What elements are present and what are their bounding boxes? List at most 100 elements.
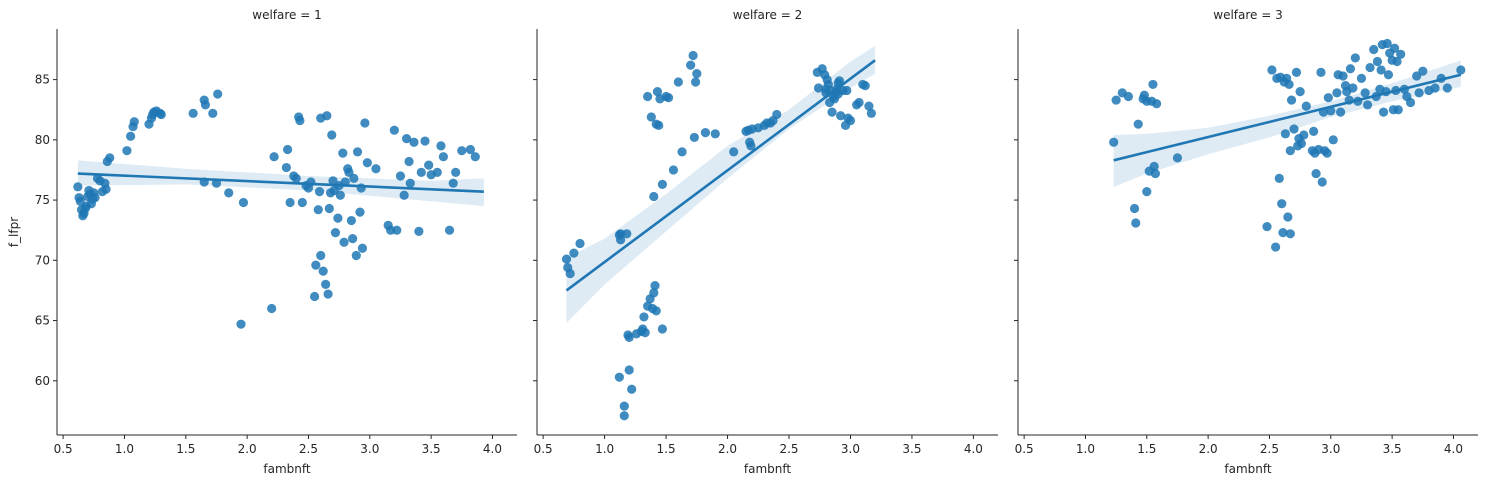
data-point <box>643 91 653 102</box>
data-point <box>236 319 246 329</box>
data-point <box>854 97 864 108</box>
data-point <box>1286 95 1297 105</box>
data-point <box>156 109 166 120</box>
data-point <box>1338 71 1348 81</box>
data-point <box>1389 43 1400 53</box>
data-point <box>677 147 687 157</box>
data-point <box>1317 177 1327 187</box>
data-point <box>646 112 656 122</box>
data-point <box>673 77 683 87</box>
y-tick-label: 70 <box>35 253 50 267</box>
data-point <box>1285 229 1295 239</box>
x-tick-label: 1.0 <box>1076 442 1095 456</box>
data-point <box>1142 187 1152 197</box>
data-point <box>101 184 111 194</box>
regression-layer <box>77 172 484 193</box>
regression-line <box>77 172 484 193</box>
data-point <box>772 109 782 120</box>
data-point <box>729 147 739 157</box>
y-tick-label: 75 <box>35 193 50 207</box>
regression-line <box>1113 73 1462 162</box>
data-point <box>311 260 321 270</box>
data-point <box>90 193 100 203</box>
data-point <box>409 137 419 147</box>
data-point <box>310 291 320 302</box>
data-point <box>845 115 856 126</box>
data-point <box>318 266 328 276</box>
data-point <box>129 117 139 127</box>
data-point <box>1289 124 1299 134</box>
x-axis-label: fambnft <box>263 462 311 476</box>
data-point <box>1271 242 1281 252</box>
data-point <box>1396 49 1406 59</box>
x-tick-label: 1.5 <box>657 442 676 456</box>
data-point <box>313 205 323 215</box>
data-point <box>327 130 337 140</box>
data-point <box>1295 87 1305 97</box>
data-point <box>1350 53 1360 63</box>
regression-line <box>565 59 876 292</box>
data-point <box>1383 70 1394 80</box>
y-axis-label: f_lfpr <box>7 217 21 247</box>
x-tick-label: 2.5 <box>1260 442 1279 456</box>
panel-title: welfare = 3 <box>1213 8 1282 22</box>
data-point <box>651 306 661 316</box>
data-point <box>213 89 223 99</box>
data-point <box>836 111 846 121</box>
data-point <box>352 147 363 157</box>
x-tick-label: 3.0 <box>360 442 379 456</box>
data-point <box>627 384 637 394</box>
data-point <box>1267 65 1277 75</box>
x-tick-label: 0.5 <box>1015 442 1034 456</box>
data-point <box>105 153 115 163</box>
data-point <box>1382 38 1392 49</box>
data-point <box>348 234 358 244</box>
data-point <box>650 281 660 291</box>
data-point <box>1328 135 1338 145</box>
data-point <box>1316 67 1326 77</box>
data-point <box>689 132 699 143</box>
data-point <box>688 50 698 61</box>
data-point <box>333 213 343 223</box>
data-point <box>283 144 293 155</box>
data-point <box>420 136 430 146</box>
data-point <box>1149 161 1159 171</box>
data-point <box>444 225 455 235</box>
data-point <box>657 179 667 190</box>
data-point <box>1296 138 1306 149</box>
data-point <box>1369 44 1379 55</box>
data-point <box>827 107 837 117</box>
data-point <box>73 182 83 192</box>
x-tick-label: 0.5 <box>534 442 553 456</box>
data-point <box>624 332 634 343</box>
data-point <box>1299 130 1309 140</box>
scatter-points-layer <box>73 89 480 329</box>
data-point <box>470 152 480 162</box>
data-point <box>575 238 585 249</box>
data-point <box>1291 67 1302 77</box>
data-point <box>404 156 414 167</box>
data-point <box>1356 73 1367 83</box>
data-point <box>842 85 852 96</box>
data-point <box>355 207 365 217</box>
data-point <box>338 148 348 158</box>
data-point <box>649 288 659 298</box>
data-point <box>316 250 326 261</box>
data-point <box>1456 65 1466 75</box>
data-point <box>208 108 218 118</box>
data-point <box>624 365 634 375</box>
data-point <box>1152 99 1162 109</box>
data-point <box>267 303 277 314</box>
y-tick-label: 65 <box>35 314 50 328</box>
x-tick-label: 2.5 <box>779 442 798 456</box>
data-point <box>657 324 667 334</box>
data-point <box>1360 88 1370 98</box>
data-point <box>451 167 461 177</box>
x-tick-label: 2.0 <box>718 442 737 456</box>
data-point <box>1278 228 1288 238</box>
data-point <box>619 401 629 411</box>
data-point <box>1283 212 1293 222</box>
data-point <box>1280 129 1291 139</box>
data-point <box>640 327 650 338</box>
x-tick-label: 3.0 <box>1321 442 1340 456</box>
